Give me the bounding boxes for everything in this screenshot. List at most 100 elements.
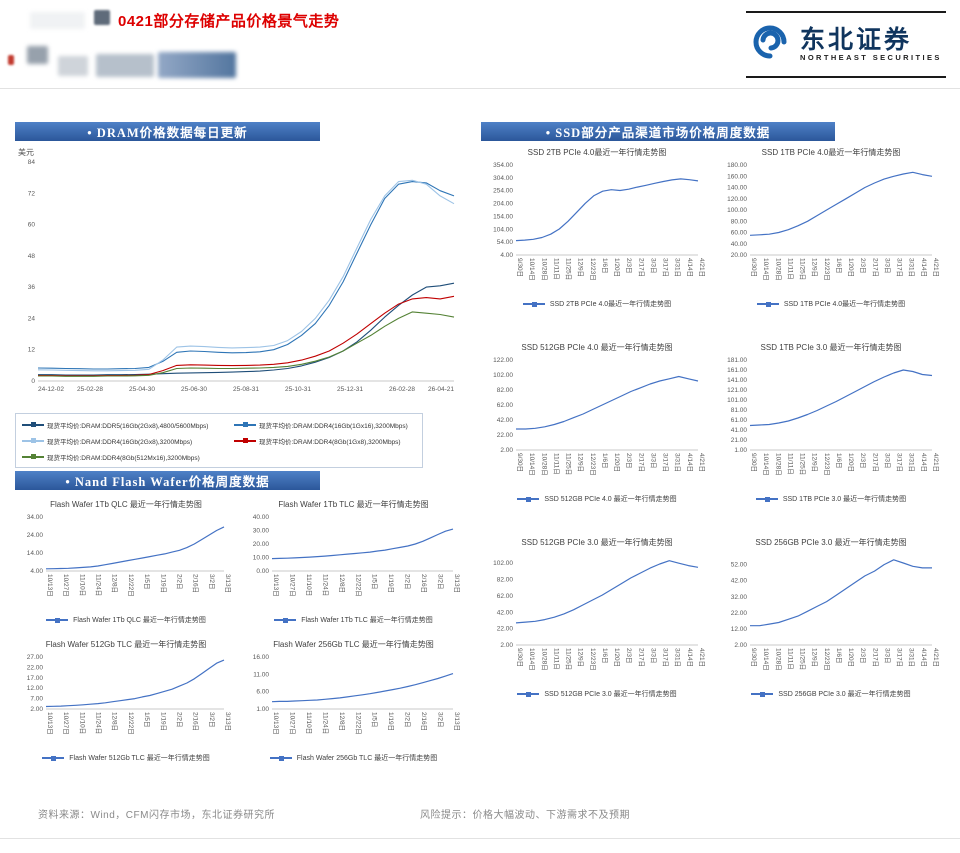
svg-text:4.00: 4.00 — [30, 568, 43, 575]
svg-text:1/6日: 1/6日 — [835, 453, 843, 469]
svg-text:40.00: 40.00 — [731, 241, 748, 248]
svg-text:62.00: 62.00 — [497, 593, 514, 600]
svg-text:62.00: 62.00 — [497, 402, 514, 409]
legend-swatch — [22, 422, 44, 427]
chart-plot: 2.00 7.00 12.00 17.00 22.00 27.00 10/13日 10/27日… — [20, 651, 232, 751]
svg-text:2/17日: 2/17日 — [871, 453, 879, 472]
svg-text:2/17日: 2/17日 — [871, 258, 879, 277]
svg-text:11/11日: 11/11日 — [786, 258, 794, 280]
svg-text:4.00: 4.00 — [500, 252, 513, 259]
logo-name-en: NORTHEAST SECURITIES — [800, 53, 942, 63]
section-banner-nand: • Nand Flash Wafer价格周度数据 — [15, 471, 320, 490]
svg-text:10/14日: 10/14日 — [762, 258, 770, 281]
svg-text:12/8日: 12/8日 — [338, 712, 346, 731]
svg-text:10/28日: 10/28日 — [540, 258, 548, 281]
page-title: 0421部分存储产品价格景气走势 — [118, 13, 340, 30]
svg-text:12/9日: 12/9日 — [811, 258, 819, 277]
svg-text:12: 12 — [28, 347, 36, 354]
legend-swatch — [755, 496, 778, 502]
svg-text:12/23日: 12/23日 — [589, 453, 597, 476]
svg-text:9/30日: 9/30日 — [516, 258, 524, 277]
svg-text:180.00: 180.00 — [727, 162, 747, 169]
svg-text:42.00: 42.00 — [731, 578, 748, 585]
svg-text:10/28日: 10/28日 — [540, 453, 548, 476]
svg-text:1/5日: 1/5日 — [371, 712, 379, 728]
legend-swatch — [756, 301, 779, 307]
svg-text:42.00: 42.00 — [497, 610, 514, 617]
legend-label: 现货平均价:DRAM:DDR5(16Gb(2Gx8),4800/5600Mbps… — [47, 422, 209, 430]
svg-text:11/10日: 11/10日 — [305, 712, 313, 734]
svg-text:2/3日: 2/3日 — [625, 258, 633, 274]
legend-label: Flash Wafer 256Gb TLC 最近一年行情走势图 — [296, 755, 438, 763]
ssd-1tb-pcie4-chart: SSD 1TB PCIe 4.0最近一年行情走势图 20.00 40.00 60.0… — [722, 148, 940, 309]
svg-text:3/17日: 3/17日 — [896, 648, 904, 667]
svg-text:2/3日: 2/3日 — [625, 453, 633, 469]
legend-swatch — [22, 454, 44, 459]
svg-text:3/17日: 3/17日 — [662, 258, 670, 277]
svg-text:3/2日: 3/2日 — [437, 574, 445, 590]
redaction-blur — [158, 52, 236, 78]
svg-text:10/14日: 10/14日 — [762, 453, 770, 476]
svg-text:82.00: 82.00 — [497, 387, 514, 394]
svg-text:10/14日: 10/14日 — [528, 258, 536, 281]
svg-text:3/3日: 3/3日 — [649, 648, 657, 664]
svg-text:1/6日: 1/6日 — [601, 258, 609, 274]
svg-text:2/16日: 2/16日 — [192, 574, 200, 593]
legend-swatch — [269, 755, 292, 761]
svg-text:22.00: 22.00 — [497, 626, 514, 633]
svg-text:1/19日: 1/19日 — [387, 574, 395, 593]
legend-label: 现货平均价:DRAM:DDR4(8Gb(512Mx16),3200Mbps) — [47, 454, 200, 462]
svg-text:12.00: 12.00 — [27, 686, 44, 693]
svg-text:12/8日: 12/8日 — [338, 574, 346, 593]
svg-text:2/17日: 2/17日 — [871, 648, 879, 667]
svg-text:4/14日: 4/14日 — [686, 258, 694, 277]
svg-text:10.00: 10.00 — [253, 555, 270, 562]
svg-text:1/6日: 1/6日 — [601, 453, 609, 469]
svg-text:10/27日: 10/27日 — [62, 712, 70, 735]
svg-text:3/17日: 3/17日 — [896, 258, 904, 277]
svg-text:25-08-31: 25-08-31 — [233, 386, 259, 393]
svg-text:22.00: 22.00 — [497, 432, 514, 439]
svg-text:12/9日: 12/9日 — [577, 258, 585, 277]
svg-text:4/21日: 4/21日 — [932, 648, 940, 667]
legend-label: SSD 512GB PCIe 3.0 最近一年行情走势图 — [544, 691, 677, 699]
svg-text:11/25日: 11/25日 — [799, 453, 807, 475]
chart-plot: 20.00 40.00 60.00 80.00 100.00 120.00 140.00 16… — [722, 159, 940, 297]
svg-text:10/13日: 10/13日 — [46, 574, 54, 597]
chart-title: SSD 2TB PCIe 4.0最近一年行情走势图 — [527, 148, 667, 157]
dram-chart-legend: 现货平均价:DRAM:DDR5(16Gb(2Gx8),4800/5600Mbps… — [15, 413, 423, 468]
legend-item: 现货平均价:DRAM:DDR4(16Gb(1Gx16),3200Mbps) — [234, 420, 416, 430]
svg-text:80.00: 80.00 — [731, 219, 748, 226]
svg-text:11/11日: 11/11日 — [786, 648, 794, 670]
svg-text:36: 36 — [28, 284, 36, 291]
chart-plot: 1.00 6.00 11.00 16.00 10/13日 10/27日 11/10日 11/2… — [246, 651, 461, 751]
svg-text:60.00: 60.00 — [731, 230, 748, 237]
svg-text:1/20日: 1/20日 — [613, 258, 621, 277]
svg-text:27.00: 27.00 — [27, 654, 44, 661]
logo-name-cn: 东北证券 — [800, 26, 913, 54]
svg-text:11/24日: 11/24日 — [321, 574, 329, 596]
chart-title: SSD 256GB PCIe 3.0 最近一年行情走势图 — [755, 538, 907, 547]
svg-text:30.00: 30.00 — [253, 528, 270, 535]
svg-text:1/20日: 1/20日 — [613, 453, 621, 472]
svg-text:161.00: 161.00 — [727, 367, 747, 374]
svg-text:3/31日: 3/31日 — [674, 258, 682, 277]
chart-legend: SSD 512GB PCIe 3.0 最近一年行情走势图 — [517, 689, 677, 699]
svg-text:140.00: 140.00 — [727, 185, 747, 192]
svg-text:181.00: 181.00 — [727, 357, 747, 364]
svg-text:11/25日: 11/25日 — [799, 648, 807, 670]
svg-text:84: 84 — [28, 159, 36, 166]
svg-text:3/31日: 3/31日 — [908, 453, 916, 472]
svg-text:11/10日: 11/10日 — [305, 574, 313, 596]
chart-title: Flash Wafer 512Gb TLC 最近一年行情走势图 — [45, 640, 207, 649]
svg-text:3/31日: 3/31日 — [908, 258, 916, 277]
svg-text:25-10-31: 25-10-31 — [285, 386, 311, 393]
svg-text:26-04-21: 26-04-21 — [428, 386, 454, 393]
legend-label: Flash Wafer 512Gb TLC 最近一年行情走势图 — [69, 755, 210, 763]
dram-price-chart: 0 12 24 36 48 60 72 84 24-12-02 25-02-28 25-04-30 2… — [14, 156, 462, 396]
svg-text:4/14日: 4/14日 — [920, 258, 928, 277]
svg-text:10/14日: 10/14日 — [762, 648, 770, 671]
svg-text:3/3日: 3/3日 — [649, 453, 657, 469]
svg-text:3/17日: 3/17日 — [662, 453, 670, 472]
